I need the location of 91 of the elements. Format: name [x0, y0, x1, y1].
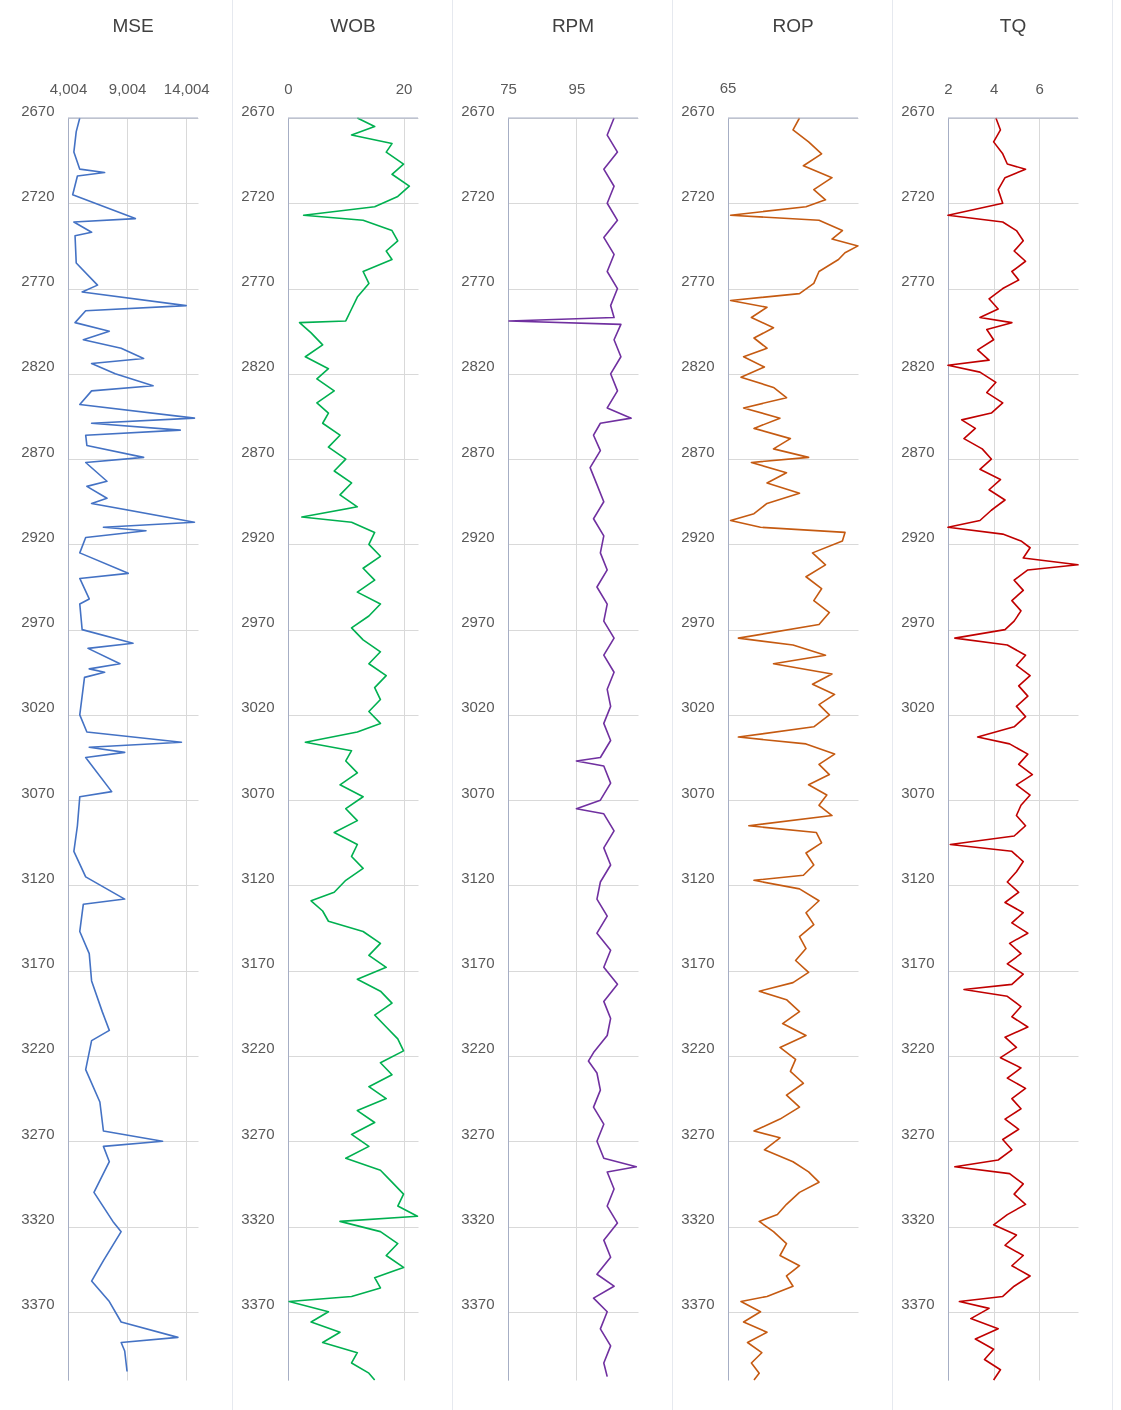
y-tick-label: 3370: [901, 1295, 935, 1313]
y-tick-label: 3120: [681, 868, 715, 886]
y-tick-label: 3320: [461, 1210, 495, 1228]
chart-title: TQ: [999, 15, 1027, 36]
y-tick-label: 3320: [681, 1210, 715, 1228]
y-tick-label: 3270: [681, 1124, 715, 1142]
y-tick-label: 3220: [241, 1039, 275, 1057]
y-tick-label: 3370: [461, 1295, 495, 1313]
y-tick-label: 3020: [241, 698, 275, 716]
y-tick-label: 2770: [461, 272, 495, 290]
y-tick-label: 3120: [901, 868, 935, 886]
chart-title: WOB: [330, 15, 376, 36]
y-tick-label: 3020: [21, 698, 55, 716]
y-tick-label: 2670: [461, 101, 495, 119]
y-tick-label: 3020: [461, 698, 495, 716]
y-tick-label: 3320: [901, 1210, 935, 1228]
y-tick-label: 2770: [21, 272, 55, 290]
y-tick-label: 2820: [901, 357, 935, 375]
x-tick-label: 0: [284, 79, 293, 97]
y-tick-label: 2720: [901, 186, 935, 204]
text: 65: [719, 79, 737, 96]
y-tick-label: 3070: [21, 783, 55, 801]
y-tick-label: 3170: [21, 954, 55, 972]
y-tick-label: 2770: [241, 272, 275, 290]
y-tick-label: 3220: [681, 1039, 715, 1057]
y-tick-label: 2670: [21, 101, 55, 119]
y-tick-label: 2870: [901, 442, 935, 460]
y-tick-label: 3370: [681, 1295, 715, 1313]
y-tick-label: 3270: [461, 1124, 495, 1142]
chart-title: RPM: [551, 15, 595, 36]
y-tick-label: 2870: [461, 442, 495, 460]
y-tick-label: 2920: [241, 527, 275, 545]
y-tick-label: 2720: [461, 186, 495, 204]
y-tick-label: 3070: [681, 783, 715, 801]
y-tick-label: 3320: [21, 1210, 55, 1228]
y-tick-label: 3120: [241, 868, 275, 886]
y-tick-label: 3220: [461, 1039, 495, 1057]
y-tick-label: 2920: [461, 527, 495, 545]
y-tick-label: 2720: [21, 186, 55, 204]
x-tick-label: 4: [989, 79, 999, 97]
y-tick-label: 3370: [241, 1295, 275, 1313]
x-tick-label: 75: [500, 79, 517, 97]
y-tick-label: 3070: [461, 783, 495, 801]
y-tick-label: 3020: [901, 698, 935, 716]
y-tick-label: 2870: [681, 442, 715, 460]
y-tick-label: 2670: [681, 101, 715, 119]
x-tick-label: 2: [944, 79, 953, 97]
y-tick-label: 2820: [461, 357, 495, 375]
y-tick-label: 3170: [901, 954, 935, 972]
y-tick-label: 3070: [901, 783, 935, 801]
y-tick-label: 3020: [681, 698, 715, 716]
y-tick-label: 3120: [461, 868, 495, 886]
y-tick-label: 2720: [681, 186, 715, 204]
y-tick-label: 3170: [461, 954, 495, 972]
y-tick-label: 3220: [21, 1039, 55, 1057]
y-tick-label: 2970: [461, 613, 495, 631]
y-tick-label: 2820: [241, 357, 275, 375]
y-tick-label: 2770: [681, 272, 715, 290]
y-tick-label: 3170: [681, 954, 715, 972]
x-tick-label: 6: [1035, 79, 1044, 97]
y-tick-label: 2970: [901, 613, 935, 631]
y-tick-label: 2670: [901, 101, 935, 119]
y-tick-label: 3320: [241, 1210, 275, 1228]
x-tick-label: 14,004: [163, 79, 210, 97]
y-tick-label: 3270: [241, 1124, 275, 1142]
y-tick-label: 3370: [21, 1295, 55, 1313]
y-tick-label: 3270: [901, 1124, 935, 1142]
y-tick-label: 2720: [241, 186, 275, 204]
y-tick-label: 2870: [241, 442, 275, 460]
y-tick-label: 3120: [21, 868, 55, 886]
y-tick-label: 2770: [901, 272, 935, 290]
y-tick-label: 2970: [21, 613, 55, 631]
y-tick-label: 2920: [681, 527, 715, 545]
y-tick-label: 3270: [21, 1124, 55, 1142]
x-tick-label: 95: [568, 79, 586, 97]
y-tick-label: 3170: [241, 954, 275, 972]
y-tick-label: 2970: [681, 613, 715, 631]
chart-title: ROP: [772, 15, 814, 36]
y-tick-label: 2970: [241, 613, 275, 631]
x-tick-label: 20: [395, 79, 413, 97]
y-tick-label: 2670: [241, 101, 275, 119]
x-tick-label: 9,004: [108, 79, 147, 97]
y-tick-label: 3220: [901, 1039, 935, 1057]
y-tick-label: 2920: [21, 527, 55, 545]
chart-title: MSE: [112, 15, 154, 36]
x-tick-label: 4,004: [49, 79, 88, 97]
y-tick-label: 2820: [681, 357, 715, 375]
y-tick-label: 2820: [21, 357, 55, 375]
y-tick-label: 3070: [241, 783, 275, 801]
y-tick-label: 2920: [901, 527, 935, 545]
y-tick-label: 2870: [21, 442, 55, 460]
